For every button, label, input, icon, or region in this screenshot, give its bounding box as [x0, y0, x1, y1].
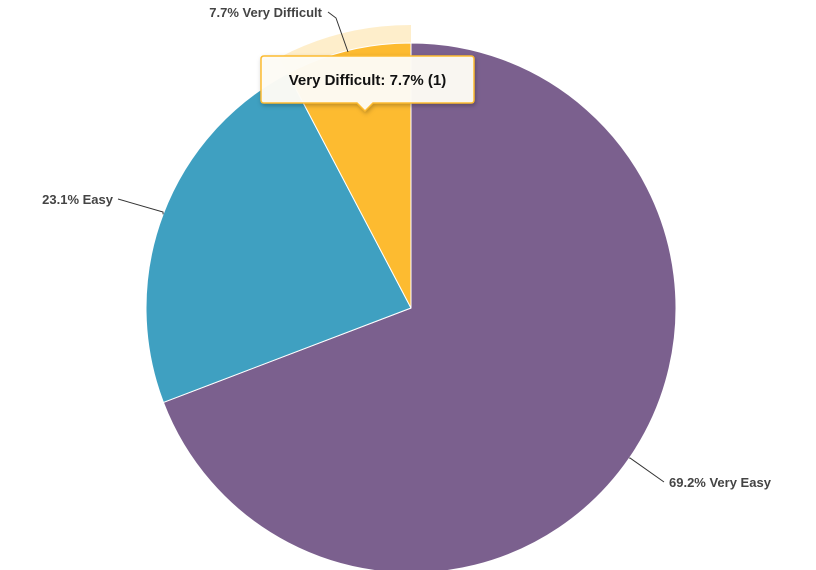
tooltip: Very Difficult: 7.7% (1)	[260, 55, 475, 113]
slice-label-very-difficult: 7.7% Very Difficult	[209, 5, 322, 20]
tooltip-box	[260, 55, 475, 113]
pie-slices	[145, 25, 677, 570]
connector-very-easy	[629, 457, 665, 483]
tooltip-text: Very Difficult: 7.7% (1)	[289, 72, 447, 89]
slice-easy[interactable]	[145, 72, 412, 403]
slice-label-very-easy: 69.2% Very Easy	[669, 475, 772, 490]
slice-very-easy[interactable]	[162, 42, 677, 570]
slice-label-easy: 23.1% Easy	[42, 192, 114, 207]
label-connectors	[117, 11, 665, 483]
slice-labels: 69.2% Very Easy 23.1% Easy 7.7% Very Diffi…	[42, 5, 772, 490]
connector-very-difficult	[327, 11, 349, 53]
connector-easy	[117, 198, 164, 215]
